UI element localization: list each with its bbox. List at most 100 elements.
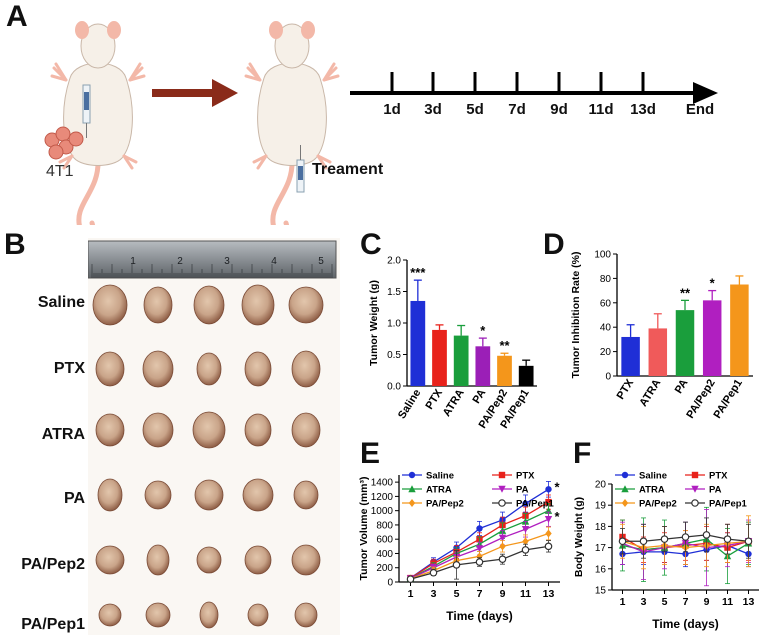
y-tick-label: 200 xyxy=(376,563,393,574)
y-tick-label: 1.0 xyxy=(387,319,401,330)
x-tick-label: 7 xyxy=(683,596,689,608)
significance-mark: * xyxy=(710,276,716,291)
legend-label: PA xyxy=(709,485,722,496)
tumor-sample xyxy=(142,412,174,448)
x-axis-label: Time (days) xyxy=(446,609,512,623)
y-tick-label: 16 xyxy=(595,564,607,575)
y-axis-label: Tumor Volume (mm³) xyxy=(358,476,370,580)
tumor-sample xyxy=(291,544,321,576)
x-axis-label: Time (days) xyxy=(652,617,718,631)
tumor-sample xyxy=(92,284,128,326)
data-point xyxy=(621,499,629,507)
legend-label: Saline xyxy=(426,471,454,482)
panel-a-schematic xyxy=(44,0,718,225)
bar xyxy=(432,329,447,386)
y-axis-label: Tumor Weight (g) xyxy=(368,280,380,366)
x-tick-label: PTX xyxy=(615,377,637,402)
tumor-sample xyxy=(288,286,324,324)
data-point xyxy=(691,471,699,479)
bar xyxy=(518,365,534,386)
bar xyxy=(702,300,722,376)
data-point xyxy=(498,555,507,563)
x-tick-label: 1 xyxy=(620,596,626,608)
data-point xyxy=(618,537,627,546)
data-point xyxy=(498,485,506,493)
legend-label: PA/Pep2 xyxy=(426,499,464,510)
bar xyxy=(675,310,695,376)
tumor-sample xyxy=(95,413,125,447)
tumor-sample xyxy=(244,351,272,387)
data-point xyxy=(621,471,629,479)
tumor-sample xyxy=(193,285,225,325)
significance-mark: ** xyxy=(499,338,510,353)
timeline-day-label: 13d xyxy=(630,101,656,118)
y-tick-label: 15 xyxy=(595,586,607,597)
y-tick-label: 800 xyxy=(376,520,393,531)
x-tick-label: 5 xyxy=(662,596,668,608)
data-point xyxy=(521,526,530,533)
legend-label: ATRA xyxy=(426,485,452,496)
data-point xyxy=(475,545,484,553)
significance-mark: ** xyxy=(680,285,691,300)
data-point xyxy=(476,525,483,532)
x-tick-label: 9 xyxy=(704,596,710,608)
x-tick-label: 11 xyxy=(722,596,733,608)
panel-label-e: E xyxy=(360,437,381,470)
data-point xyxy=(691,499,699,507)
data-point xyxy=(408,499,416,507)
legend-label: Saline xyxy=(639,471,667,482)
data-point xyxy=(691,485,699,493)
x-tick-label: 5 xyxy=(454,588,460,600)
tumor-sample xyxy=(97,478,123,512)
data-point xyxy=(544,516,553,523)
x-tick-label: PTX xyxy=(424,387,446,412)
data-point xyxy=(545,486,552,493)
tumor-sample xyxy=(144,480,172,510)
data-point xyxy=(522,537,529,546)
tumor-sample xyxy=(294,602,318,628)
data-point xyxy=(475,558,484,566)
data-point xyxy=(499,542,506,551)
bar xyxy=(475,346,491,386)
panel-label-f: F xyxy=(573,437,592,470)
syringe-icon xyxy=(82,84,91,138)
legend-label: PA xyxy=(516,485,529,496)
data-point xyxy=(498,499,506,507)
x-tick-label: PA xyxy=(673,377,691,396)
legend-label: ATRA xyxy=(639,485,665,496)
x-tick-label: 11 xyxy=(520,588,531,600)
ruler-number: 3 xyxy=(224,256,230,267)
data-point xyxy=(476,552,483,561)
timeline-axis xyxy=(350,72,718,104)
data-point xyxy=(723,535,732,543)
x-tick-label: 1 xyxy=(408,588,414,600)
bar xyxy=(730,284,749,376)
timeline-day-label: 1d xyxy=(383,101,401,118)
y-tick-label: 1200 xyxy=(371,492,394,503)
data-point xyxy=(522,500,529,507)
tumor-sample xyxy=(146,544,170,576)
bar xyxy=(648,328,668,376)
group-label-ptx: PTX xyxy=(53,360,85,377)
ruler-number: 4 xyxy=(271,256,277,267)
treatment-label: Treament xyxy=(312,161,384,178)
y-tick-label: 60 xyxy=(600,298,612,309)
y-tick-label: 20 xyxy=(600,347,612,358)
tumor-cells-icon xyxy=(44,126,84,160)
data-point xyxy=(545,498,552,506)
data-point xyxy=(452,561,461,569)
data-point xyxy=(744,537,753,546)
ruler: 1 2 3 4 5 xyxy=(88,240,337,279)
x-tick-label: PA xyxy=(471,387,489,406)
tumor-sample xyxy=(242,478,274,512)
group-label-pa: PA xyxy=(63,490,85,507)
panel-label-c: C xyxy=(360,228,382,261)
tumor-weight-chart: 0.00.51.01.52.0***Saline PTXATRA*PA**PA/P… xyxy=(368,256,537,431)
tumor-sample xyxy=(199,601,219,629)
x-tick-label: 7 xyxy=(477,588,483,600)
tumor-sample xyxy=(143,286,173,324)
data-point xyxy=(498,471,506,479)
tumor-sample xyxy=(192,411,226,449)
tumor-sample xyxy=(244,413,272,447)
